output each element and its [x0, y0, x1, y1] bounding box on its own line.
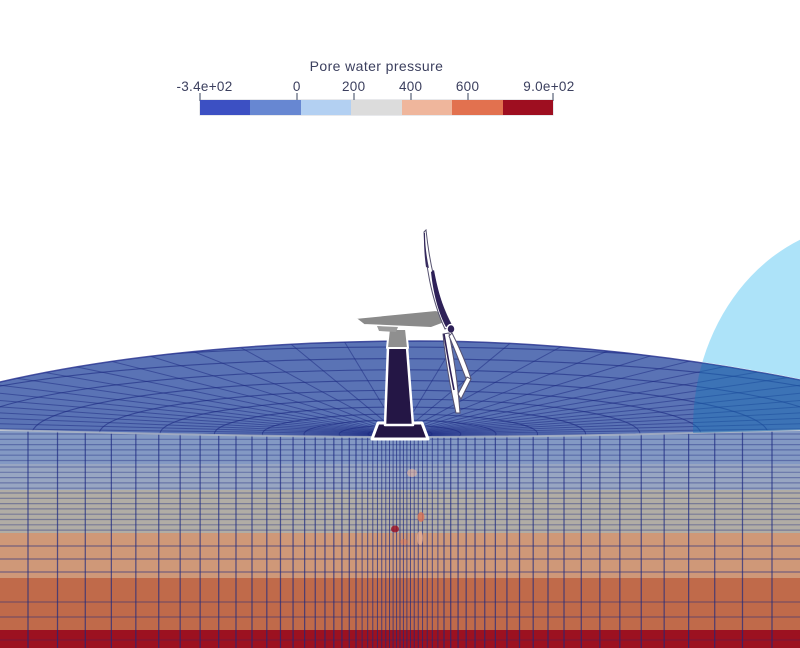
wind-turbine[interactable] [354, 228, 472, 441]
scalar-bar-tick-label: 200 [342, 79, 366, 94]
scalar-bar[interactable]: Pore water pressure -3.4e+02 0 200 400 600 9.… [0, 55, 800, 125]
turbine-yaw-section [386, 328, 409, 349]
turbine-hub [446, 323, 456, 335]
scalar-bar-segment [452, 100, 503, 115]
turbine-tower [383, 345, 415, 427]
water-bubble-dome [693, 223, 800, 437]
turbine-nacelle-step [377, 326, 398, 332]
turbine-nacelle [354, 309, 448, 329]
scalar-bar-tick [295, 93, 298, 101]
scalar-bar-tick-label: -3.4e+02 [176, 79, 233, 94]
turbine-blade-sliver [457, 376, 472, 401]
scalar-bar-tick-label: 600 [455, 79, 480, 94]
turbine-blade-up-accent [431, 270, 452, 327]
scalar-bar-segment [502, 100, 553, 115]
pressure-anomaly-spots [391, 469, 425, 545]
water-dome-above-ground [693, 223, 800, 381]
scalar-bar-title: Pore water pressure [309, 58, 444, 74]
scalar-bar-segment [401, 100, 453, 115]
scalar-bar-tick-label: 9.0e+02 [523, 79, 575, 94]
scalar-bar-segment [200, 100, 251, 115]
scalar-bar-tick-label: 400 [398, 79, 423, 94]
scalar-bar-tick [466, 93, 469, 101]
scalar-bar-tick [352, 93, 355, 101]
scalar-bar-tick [552, 93, 554, 101]
scalar-bar-segment [250, 100, 301, 115]
turbine-foundation [370, 421, 430, 441]
scalar-bar-tick-label: 0 [292, 79, 301, 94]
scalar-bar-tick [409, 93, 412, 101]
scalar-bar-gradient [200, 100, 553, 115]
soil-cross-section [0, 431, 800, 648]
scalar-bar-tick [199, 93, 201, 101]
scalar-bar-segment [300, 100, 352, 115]
scalar-bar-segment [351, 100, 402, 115]
